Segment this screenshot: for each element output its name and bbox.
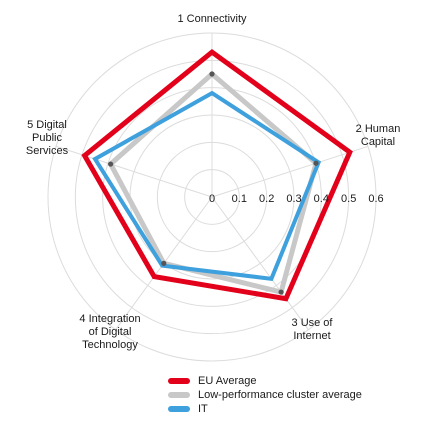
grid-spoke (211, 196, 309, 330)
tick-label: 0.3 (286, 193, 301, 205)
tick-label: 0.1 (232, 193, 247, 205)
axis-label: 3 Use of Internet (292, 317, 334, 342)
axis-label: 4 Integration of Digital Technology (79, 313, 140, 351)
series-point (108, 161, 114, 167)
legend-label-cluster-average: Low-performance cluster average (198, 389, 362, 401)
tick-label: 0.4 (314, 193, 329, 205)
tick-label: 0.5 (341, 193, 356, 205)
radar-series (81, 48, 353, 302)
legend: EU Average Low-performance cluster avera… (168, 374, 362, 416)
series-point (209, 71, 215, 77)
series-line-2 (92, 90, 322, 281)
tick-label: 0 (209, 193, 215, 205)
legend-item-cluster-average: Low-performance cluster average (168, 388, 362, 402)
grid-spoke (55, 145, 213, 198)
tick-label: 0.6 (368, 193, 383, 205)
series-point (313, 160, 319, 166)
legend-item-it: IT (168, 402, 362, 416)
grid-spoke (211, 145, 369, 198)
legend-swatch-eu-average (168, 378, 190, 384)
series-point (161, 260, 167, 266)
series-point (278, 289, 284, 295)
tick-label: 0.2 (259, 193, 274, 205)
axis-label: 2 Human Capital (356, 123, 401, 148)
radial-tick-labels: 0 0.1 0.2 0.3 0.4 0.5 0.6 (209, 193, 384, 205)
legend-label-eu-average: EU Average (198, 375, 257, 387)
axis-label: 1 Connectivity (177, 13, 247, 25)
legend-item-eu-average: EU Average (168, 374, 362, 388)
legend-swatch-it (168, 406, 190, 412)
axis-labels: 1 Connectivity 2 Human Capital 3 Use of Inte… (26, 13, 400, 351)
legend-swatch-cluster-average (168, 392, 190, 398)
series-line-0 (81, 48, 353, 302)
legend-label-it: IT (198, 403, 208, 415)
axis-label: 5 Digital Public Services (26, 119, 69, 157)
